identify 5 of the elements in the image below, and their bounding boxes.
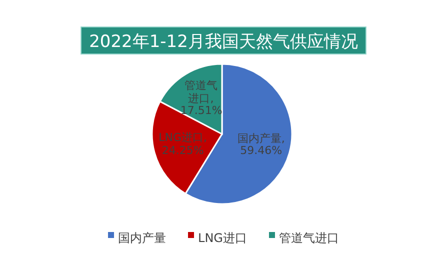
legend-label: 国内产量 [118, 230, 166, 245]
title: 2022年1-12月我国天然气供应情况 [80, 26, 366, 54]
legend-label: LNG进口 [198, 230, 247, 245]
legend-label: 管道气进口 [278, 230, 339, 245]
chart-title: 2022年1-12月我国天然气供应情况 [89, 32, 358, 52]
